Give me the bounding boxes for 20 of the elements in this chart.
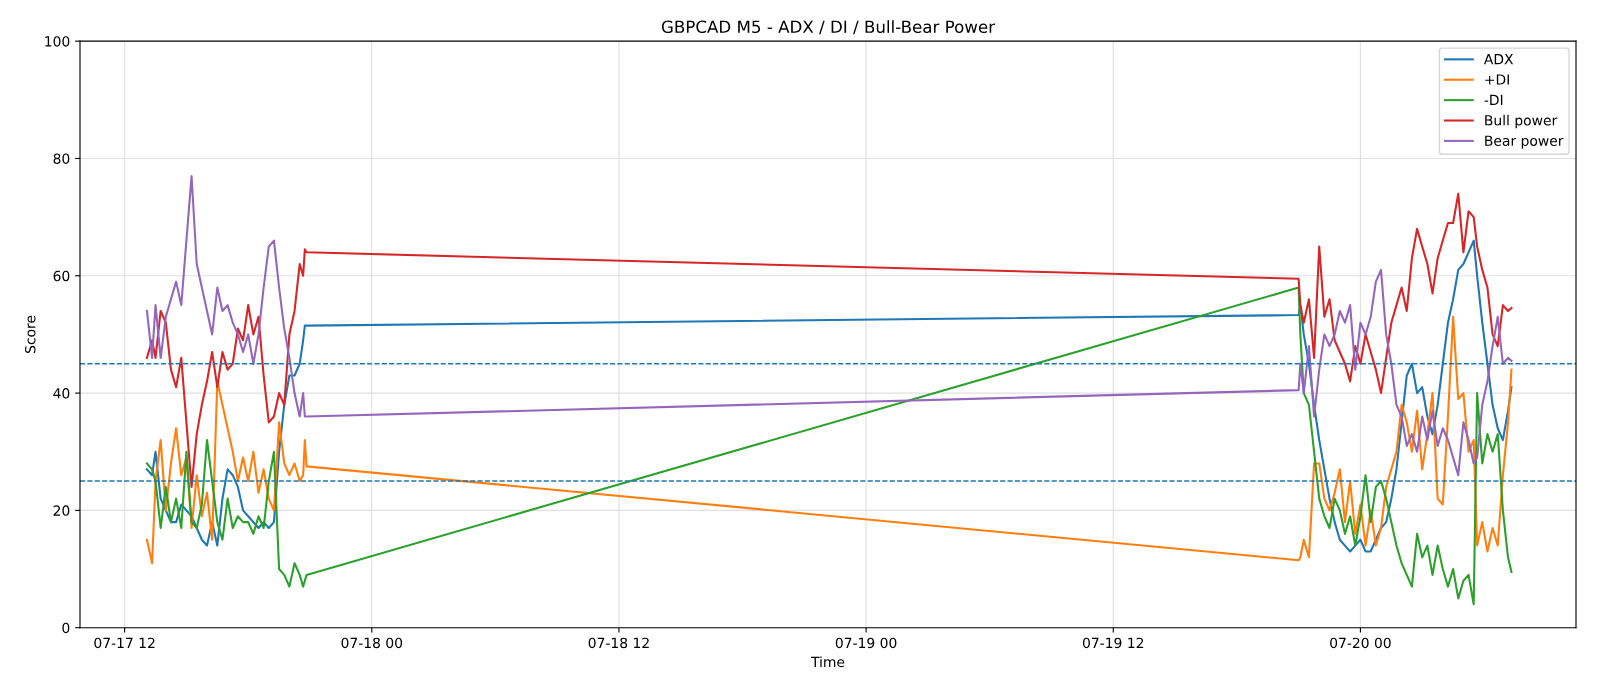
legend-label: ADX (1483, 54, 1514, 65)
y-axis-title: Score (25, 315, 36, 353)
legend-label: Bear power (1485, 135, 1564, 149)
y-tick-label: 80 (53, 153, 70, 164)
y-tick-label: 100 (45, 36, 70, 47)
x-axis-title: Time (810, 656, 845, 668)
x-tick-label: 07-20 00 (1330, 637, 1391, 649)
x-tick-label: 07-19 12 (1082, 637, 1144, 649)
x-tick-label: 07-19 00 (835, 637, 897, 649)
chart-title: GBPCAD M5 - ADX / DI / Bull-Bear Power (661, 20, 996, 35)
y-tick-label: 40 (53, 388, 70, 399)
x-tick-label: 07-18 00 (341, 637, 403, 649)
legend-label: -DI (1484, 94, 1503, 105)
y-tick-label: 20 (53, 505, 70, 516)
legend-label: +DI (1485, 74, 1509, 85)
y-tick-label: 60 (53, 270, 70, 282)
x-tick-label: 07-18 12 (588, 637, 649, 649)
y-tick-label: 0 (62, 622, 70, 634)
legend-label: Bull power (1485, 114, 1558, 129)
x-tick-label: 07-17 12 (94, 637, 155, 649)
